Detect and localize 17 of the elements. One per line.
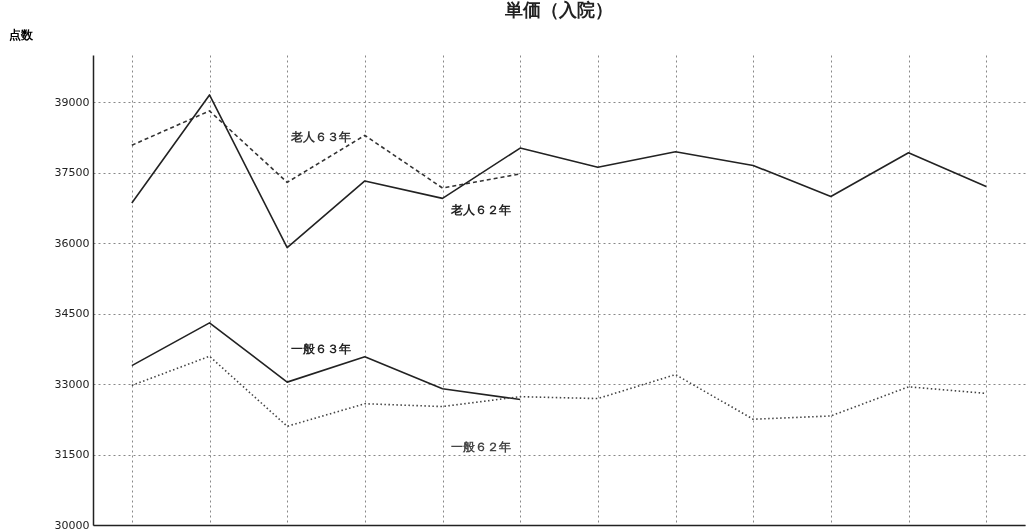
y-tick-label: 33000	[54, 377, 90, 391]
line-series	[131, 322, 521, 401]
y-tick-label: 30000	[54, 518, 90, 532]
y-axis-title: 点数	[8, 27, 34, 42]
y-tick-label: 39000	[54, 95, 90, 109]
series-label: 一般６３年	[290, 341, 351, 356]
line-series	[131, 110, 521, 189]
y-tick-label: 31500	[54, 448, 90, 461]
chart-title: 単価（入院）	[504, 0, 613, 20]
y-tick-label: 37500	[54, 166, 90, 179]
y-tick-label: 34500	[54, 307, 90, 320]
text: 一般６２年	[450, 439, 511, 454]
line-series	[131, 355, 987, 428]
series-label: 老人６２年	[449, 203, 511, 218]
y-tick-label: 36000	[54, 236, 90, 250]
series-label: 老人６３年	[289, 130, 351, 145]
line-series	[131, 94, 987, 249]
